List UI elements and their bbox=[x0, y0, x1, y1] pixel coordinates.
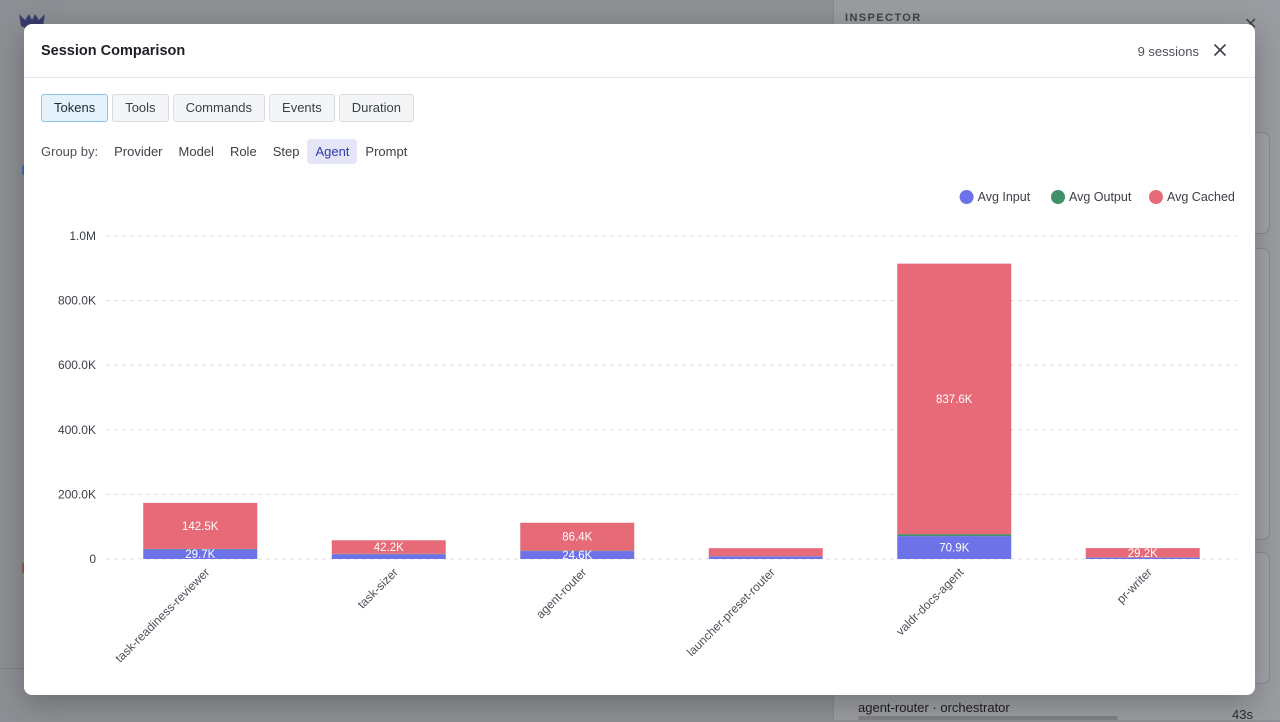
session-comparison-modal: Session Comparison 9 sessions Tokens Too… bbox=[24, 24, 1255, 695]
modal-header: Session Comparison 9 sessions bbox=[24, 24, 1255, 78]
y-tick-label: 400.0K bbox=[58, 423, 96, 437]
data-label: 837.6K bbox=[936, 394, 973, 406]
x-tick-label: valdr-docs-agent bbox=[893, 565, 967, 639]
group-by-bar: Group by: Provider Model Role Step Agent… bbox=[41, 139, 415, 164]
bar-segment bbox=[897, 534, 1011, 536]
bar-segment bbox=[332, 554, 446, 559]
group-by-step[interactable]: Step bbox=[265, 139, 308, 164]
close-icon[interactable] bbox=[1211, 41, 1229, 59]
bar-segment bbox=[709, 548, 823, 556]
group-by-provider[interactable]: Provider bbox=[106, 139, 170, 164]
x-tick-label: task-readiness-reviewer bbox=[112, 565, 212, 665]
inspector-title: INSPECTOR bbox=[845, 12, 922, 24]
x-tick-label: launcher-preset-router bbox=[684, 565, 778, 659]
group-by-role[interactable]: Role bbox=[222, 139, 265, 164]
y-tick-label: 800.0K bbox=[58, 294, 96, 308]
metric-tabs: Tokens Tools Commands Events Duration bbox=[41, 94, 414, 122]
group-by-prompt[interactable]: Prompt bbox=[357, 139, 415, 164]
data-label: 70.9K bbox=[939, 543, 969, 555]
y-tick-label: 600.0K bbox=[58, 358, 96, 372]
group-by-agent[interactable]: Agent bbox=[307, 139, 357, 164]
tab-tools[interactable]: Tools bbox=[112, 94, 168, 122]
y-tick-label: 1.0M bbox=[69, 229, 96, 243]
bar-segment bbox=[709, 556, 823, 559]
inspector-row-title[interactable]: agent-router · orchestrator bbox=[858, 700, 1010, 715]
legend-swatch bbox=[1149, 190, 1163, 204]
legend-label: Avg Input bbox=[978, 190, 1031, 204]
legend-swatch bbox=[1051, 190, 1065, 204]
legend-label: Avg Cached bbox=[1167, 190, 1235, 204]
x-tick-label: pr-writer bbox=[1114, 565, 1155, 606]
x-tick-label: task-sizer bbox=[355, 565, 401, 611]
legend-label: Avg Output bbox=[1069, 190, 1132, 204]
data-label: 29.2K bbox=[1128, 548, 1158, 560]
data-label: 142.5K bbox=[182, 521, 219, 533]
tab-events[interactable]: Events bbox=[269, 94, 335, 122]
tab-commands[interactable]: Commands bbox=[173, 94, 265, 122]
legend-swatch bbox=[960, 190, 974, 204]
tab-duration[interactable]: Duration bbox=[339, 94, 414, 122]
y-tick-label: 0 bbox=[89, 552, 96, 566]
session-count: 9 sessions bbox=[1138, 44, 1199, 59]
x-tick-label: agent-router bbox=[533, 565, 589, 621]
data-label: 86.4K bbox=[562, 532, 592, 544]
group-by-model[interactable]: Model bbox=[171, 139, 222, 164]
group-by-label: Group by: bbox=[41, 144, 98, 159]
modal-title: Session Comparison bbox=[41, 43, 185, 59]
data-label: 29.7K bbox=[185, 549, 215, 561]
inspector-row-subtitle bbox=[858, 716, 1118, 720]
data-label: 42.2K bbox=[374, 542, 404, 554]
data-label: 24.6K bbox=[562, 550, 592, 562]
y-tick-label: 200.0K bbox=[58, 487, 96, 501]
tab-tokens[interactable]: Tokens bbox=[41, 94, 108, 122]
stacked-bar-chart: Avg Input Avg Output Avg Cached 0 200.0K 400.… bbox=[24, 164, 1255, 695]
chart-legend: Avg Input Avg Output Avg Cached bbox=[960, 190, 1235, 204]
